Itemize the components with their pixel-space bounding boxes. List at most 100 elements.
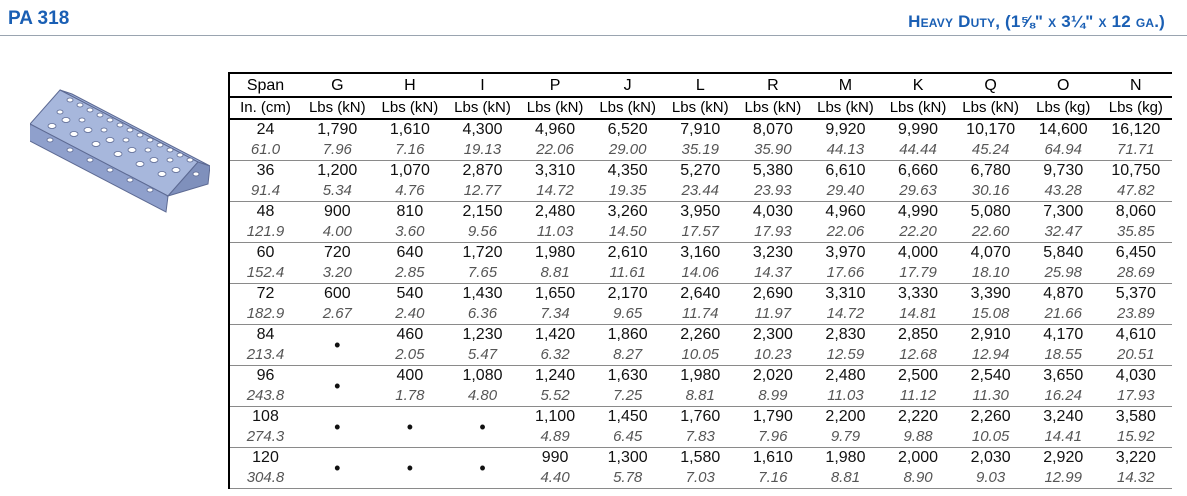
load-imperial: 2,260	[680, 326, 721, 343]
load-metric: 4.80	[467, 387, 498, 404]
load-imperial: 1,610	[752, 449, 793, 466]
load-metric: 29.00	[608, 141, 647, 158]
load-imperial: 2,020	[752, 367, 793, 384]
load-imperial: 1,430	[462, 285, 503, 302]
load-cell: 1,300 5.78	[591, 448, 664, 489]
span-cm: 182.9	[246, 305, 285, 322]
load-imperial: 4,960	[825, 203, 866, 220]
load-cell: 3,260 14.50	[591, 202, 664, 243]
load-cell: 8,060 35.85	[1100, 202, 1173, 243]
load-imperial: 1,980	[825, 449, 866, 466]
column-header-letter: O	[1026, 73, 1100, 98]
column-header-letter: R	[736, 73, 810, 98]
column-header-letter: H	[373, 73, 447, 98]
load-imperial: 2,300	[752, 326, 793, 343]
load-metric: 7.16	[395, 141, 425, 158]
load-cell: 6,610 29.40	[809, 161, 882, 202]
column-header-letter: K	[881, 73, 955, 98]
load-imperial: 4,070	[970, 244, 1011, 261]
load-metric: 5.34	[322, 182, 352, 199]
load-cell: 1,200 5.34	[301, 161, 374, 202]
load-imperial: 1,790	[752, 408, 793, 425]
load-imperial: 1,240	[535, 367, 576, 384]
load-imperial: 1,070	[389, 162, 430, 179]
load-metric: 22.06	[826, 223, 865, 240]
load-cell: 1,240 5.52	[519, 366, 592, 407]
load-cell: 2,910 12.94	[954, 325, 1027, 366]
load-metric: 2.40	[395, 305, 425, 322]
load-cell: 1,860 8.27	[591, 325, 664, 366]
load-imperial: 10,170	[966, 121, 1016, 138]
load-cell: 6,450 28.69	[1100, 243, 1173, 284]
load-imperial: 2,870	[462, 162, 503, 179]
load-metric: 2.05	[395, 346, 425, 363]
column-unit: Lbs (kN)	[301, 97, 374, 120]
load-imperial: 2,220	[898, 408, 939, 425]
span-cell: 96 243.8	[229, 366, 301, 407]
load-cell: •	[374, 407, 447, 448]
span-cell: 84 213.4	[229, 325, 301, 366]
load-metric: 14.81	[899, 305, 937, 322]
column-unit: Lbs (kN)	[663, 97, 737, 120]
load-metric: 11.30	[972, 387, 1009, 404]
table-row: 24 61.0 1,790 7.96 1,610 7.16 4,300 19.13 4,960 2…	[229, 119, 1173, 161]
load-metric: 2.67	[322, 305, 352, 322]
load-cell: 1,980 8.81	[664, 366, 737, 407]
load-cell: 1,610 7.16	[374, 119, 447, 161]
load-metric: 20.51	[1117, 346, 1155, 363]
load-cell: 3,580 15.92	[1100, 407, 1173, 448]
span-cell: 120 304.8	[229, 448, 301, 489]
load-cell: 2,640 11.74	[664, 284, 737, 325]
load-cell: 540 2.40	[374, 284, 447, 325]
load-imperial: 1,420	[535, 326, 576, 343]
load-imperial: 1,720	[462, 244, 503, 261]
load-imperial: 2,850	[898, 326, 939, 343]
load-cell: 9,730 43.28	[1027, 161, 1100, 202]
load-cell: 5,080 22.60	[954, 202, 1027, 243]
load-imperial: 7,910	[680, 121, 721, 138]
load-imperial: 4,990	[898, 203, 939, 220]
column-unit: Lbs (kg)	[1099, 97, 1173, 120]
load-metric: 6.36	[467, 305, 498, 322]
load-cell: 3,950 17.57	[664, 202, 737, 243]
load-metric: 5.52	[540, 387, 570, 404]
load-metric: 4.76	[395, 182, 425, 199]
load-cell: 9,920 44.13	[809, 119, 882, 161]
load-metric: 9.88	[903, 428, 933, 445]
load-imperial: 2,540	[970, 367, 1011, 384]
load-metric: 17.66	[826, 264, 865, 281]
load-cell: 1,580 7.03	[664, 448, 737, 489]
load-imperial: 5,380	[752, 162, 793, 179]
load-cell: 5,380 23.93	[737, 161, 810, 202]
header-row-letters: Span G H I P J L R M K Q O N	[229, 73, 1173, 98]
load-cell: 6,520 29.00	[591, 119, 664, 161]
load-imperial: 810	[396, 203, 424, 220]
load-imperial: 2,920	[1043, 449, 1084, 466]
load-cell: •	[446, 448, 519, 489]
load-imperial: 1,300	[607, 449, 648, 466]
load-metric: 23.44	[681, 182, 720, 199]
column-header-letter: P	[518, 73, 592, 98]
load-imperial: 6,450	[1115, 244, 1156, 261]
load-cell: 3,220 14.32	[1100, 448, 1173, 489]
column-header-letter: L	[663, 73, 737, 98]
span-cell: 108 274.3	[229, 407, 301, 448]
load-cell: 1,610 7.16	[737, 448, 810, 489]
load-cell: 810 3.60	[374, 202, 447, 243]
load-metric: 12.68	[899, 346, 937, 363]
load-imperial: 460	[396, 326, 424, 343]
load-metric: 47.82	[1117, 182, 1155, 199]
load-metric: 8.90	[903, 469, 933, 486]
load-imperial: 4,870	[1043, 285, 1084, 302]
load-cell: 1,070 4.76	[374, 161, 447, 202]
load-cell: 2,000 8.90	[882, 448, 955, 489]
load-cell: •	[374, 448, 447, 489]
load-cell: 14,600 64.94	[1027, 119, 1100, 161]
load-cell: 5,270 23.44	[664, 161, 737, 202]
load-imperial: 2,480	[535, 203, 576, 220]
load-metric: 11.74	[682, 305, 719, 322]
load-cell: 2,830 12.59	[809, 325, 882, 366]
load-metric: 35.85	[1117, 223, 1155, 240]
load-cell: 3,310 14.72	[519, 161, 592, 202]
load-metric: 29.40	[826, 182, 865, 199]
